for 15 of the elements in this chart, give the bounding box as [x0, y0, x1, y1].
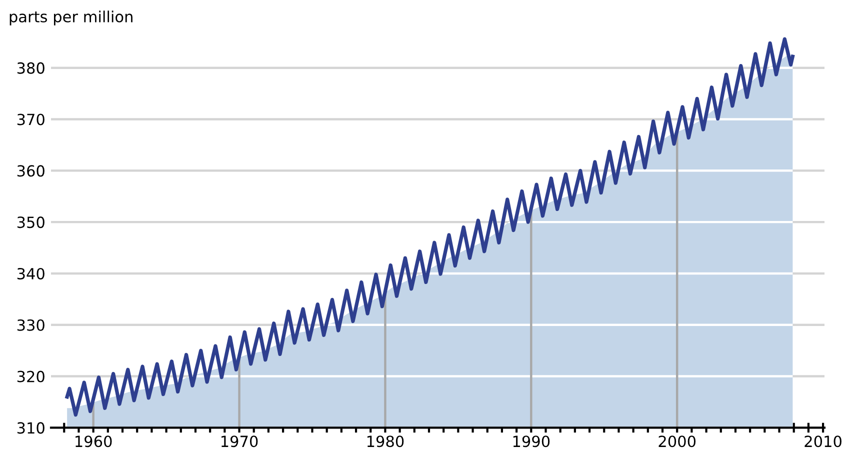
x-tick-label: 1960: [76, 436, 112, 448]
y-tick-label: 360: [17, 165, 44, 177]
y-tick-label: 380: [17, 62, 44, 74]
x-tick-label: 2010: [804, 436, 842, 448]
x-tick-label: 1980: [367, 436, 404, 448]
x-tick-label: 2000: [658, 436, 696, 448]
y-tick-label: 330: [17, 319, 44, 331]
y-axis-title: parts per million: [10, 10, 132, 26]
y-tick-label: 370: [17, 114, 44, 126]
y-tick-label: 340: [17, 268, 44, 280]
y-tick-label: 320: [17, 370, 44, 382]
y-tick-label: 310: [17, 422, 44, 434]
y-tick-label: 350: [17, 216, 44, 228]
x-tick-label: 1970: [222, 436, 258, 448]
x-tick-label: 1990: [513, 436, 550, 448]
